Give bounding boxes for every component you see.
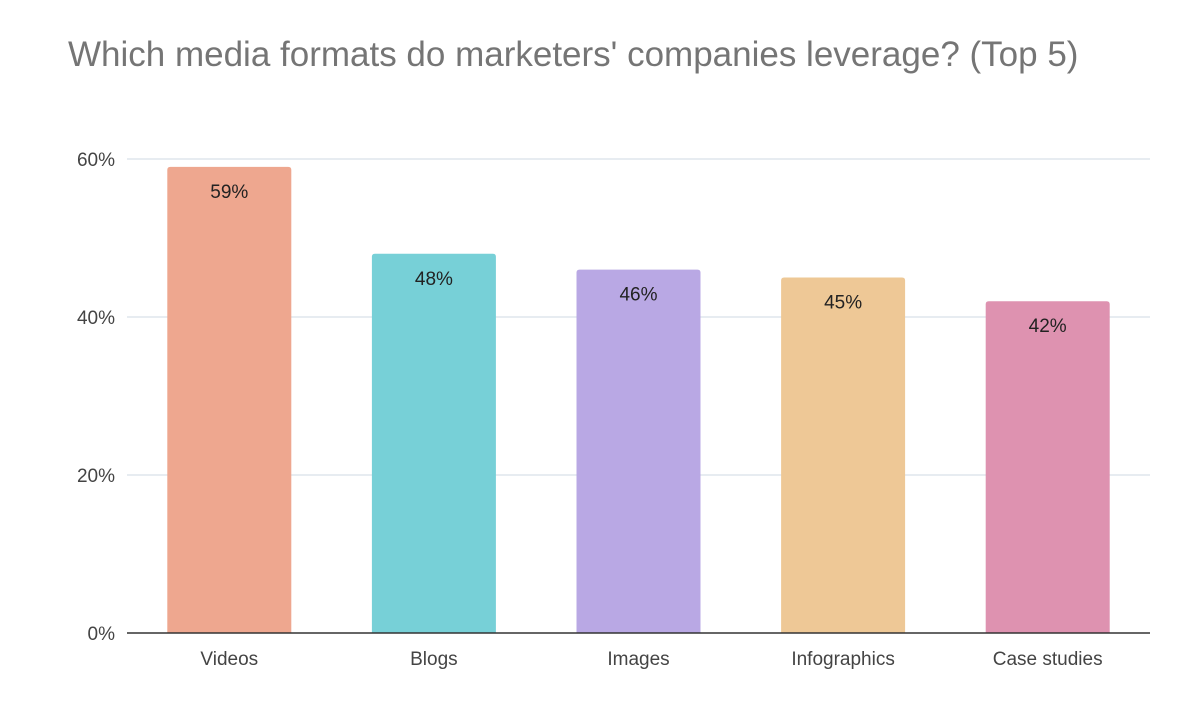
data-label: 46% [619, 285, 657, 306]
y-tick-label: 0% [88, 624, 116, 645]
bar-infographics [781, 277, 906, 633]
y-tick-label: 60% [77, 150, 115, 171]
data-label: 45% [824, 293, 862, 314]
data-label: 42% [1029, 316, 1067, 337]
bar-videos [167, 166, 292, 633]
y-tick-label: 20% [77, 466, 115, 487]
x-tick-label: Infographics [791, 649, 895, 670]
x-tick-label: Blogs [410, 649, 458, 670]
x-tick-label: Images [607, 649, 669, 670]
bar-images [576, 269, 701, 633]
chart-title: Which media formats do marketers' compan… [68, 35, 1079, 74]
x-tick-label: Videos [200, 649, 258, 670]
bar-blogs [371, 253, 496, 634]
y-tick-label: 40% [77, 308, 115, 329]
x-tick-label: Case studies [993, 649, 1103, 670]
bar-case-studies [985, 301, 1110, 633]
data-label: 59% [210, 182, 248, 203]
data-label: 48% [415, 269, 453, 290]
